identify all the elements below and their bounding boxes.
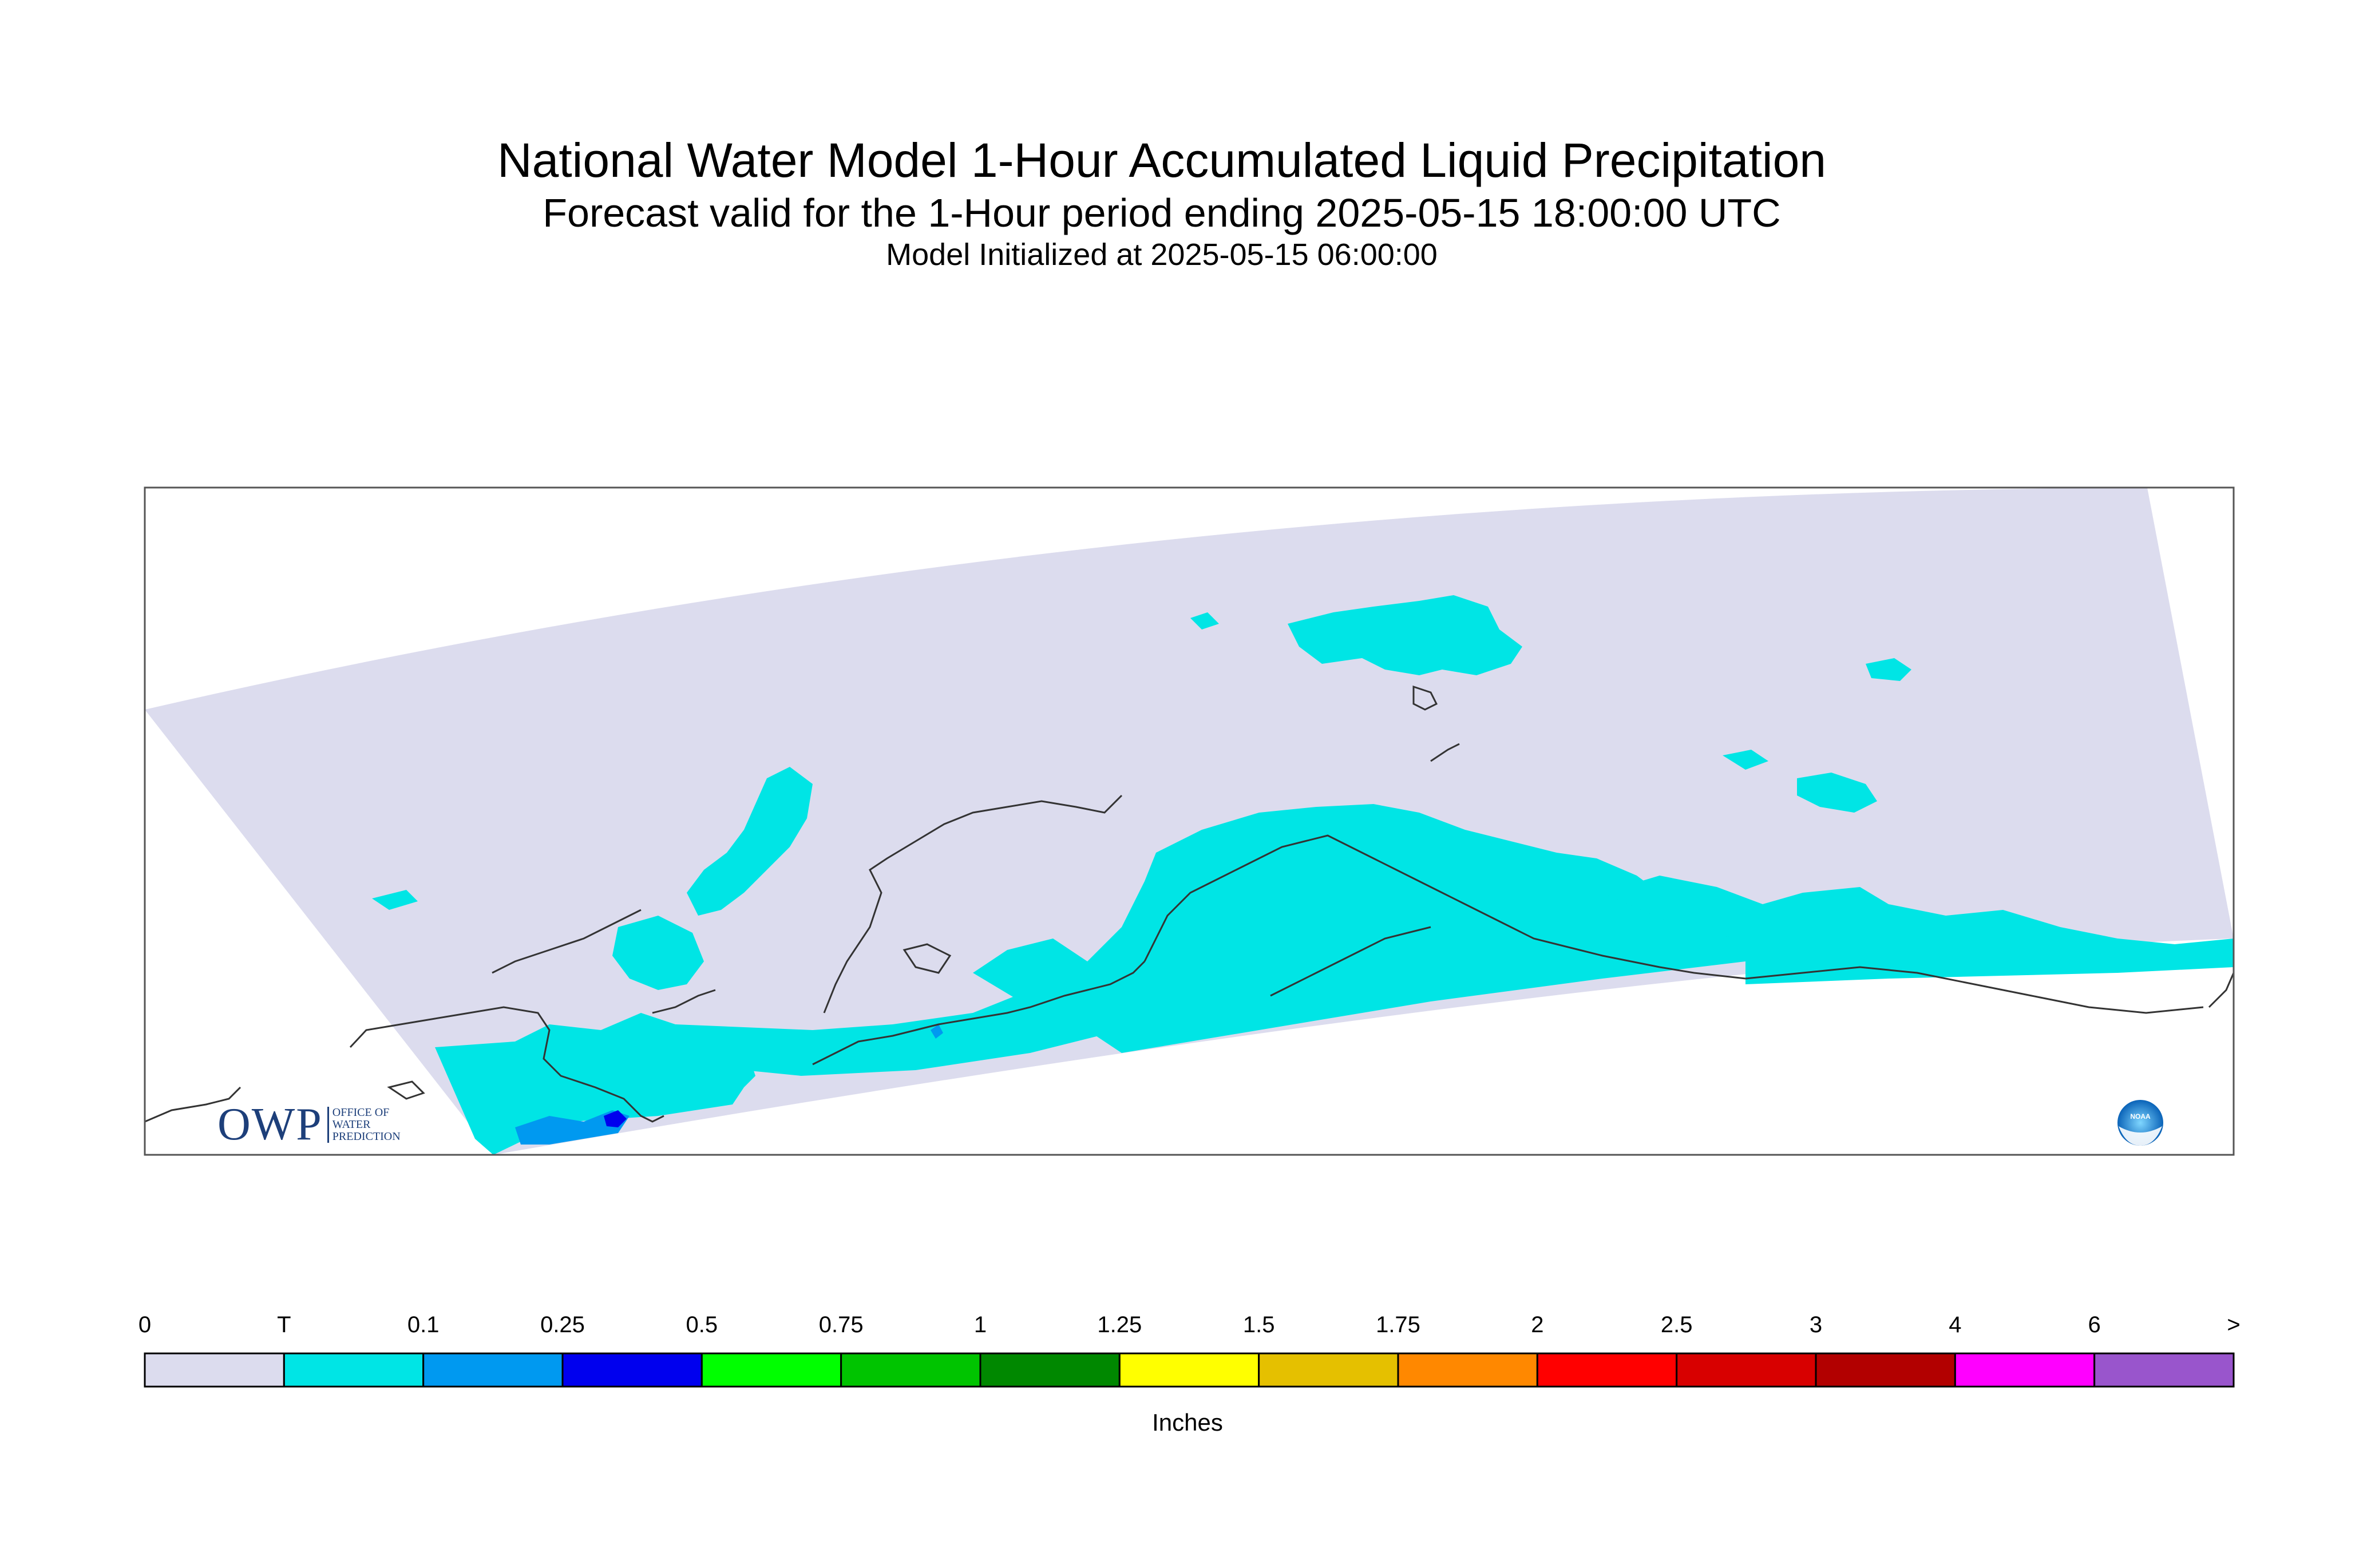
legend-tick-8: 1.5 bbox=[1242, 1312, 1275, 1337]
legend-swatch-7 bbox=[1118, 1352, 1260, 1388]
precip-area-light bbox=[515, 1110, 630, 1145]
owp-logo-line-1: Office of bbox=[332, 1106, 390, 1119]
legend-units-label: Inches bbox=[1152, 1409, 1223, 1436]
coastline-north-lake bbox=[1412, 685, 1438, 711]
owp-logo-line-2: Water bbox=[332, 1118, 371, 1131]
legend-swatch-1 bbox=[283, 1352, 425, 1388]
coastline-river-west bbox=[823, 794, 1123, 1013]
owp-logo-caption: Office of Water Prediction bbox=[327, 1106, 401, 1143]
legend-swatch-2 bbox=[422, 1352, 564, 1388]
map-area bbox=[145, 488, 2234, 1155]
precip-area-southwest bbox=[435, 1013, 755, 1155]
precip-area-west-central bbox=[612, 916, 704, 990]
legend-tick-4: 0.5 bbox=[686, 1312, 718, 1337]
precip-area-northwest bbox=[687, 767, 813, 916]
coastline-west-inlet bbox=[652, 989, 716, 1014]
forecast-valid-subtitle: Forecast valid for the 1-Hour period end… bbox=[543, 191, 1781, 235]
legend-swatch-8 bbox=[1258, 1352, 1399, 1388]
trace-precip-areas bbox=[372, 595, 2234, 1155]
legend-swatch-0 bbox=[144, 1352, 285, 1388]
legend-swatch-9 bbox=[1397, 1352, 1538, 1388]
precip-area-small-west bbox=[372, 890, 418, 910]
precip-area-heavy bbox=[604, 1110, 627, 1127]
precip-area-west-band bbox=[675, 961, 1145, 1076]
owp-logo: OWP Office of Water Prediction bbox=[217, 1099, 401, 1150]
coastline-south bbox=[812, 960, 1146, 1066]
precip-area-northeast bbox=[1797, 773, 1877, 813]
coastline-islands bbox=[1270, 926, 1431, 997]
coastlines bbox=[145, 685, 2234, 1123]
legend-tick-14: 6 bbox=[2088, 1312, 2101, 1337]
legend-tick-10: 2 bbox=[1531, 1312, 1544, 1337]
precip-area-far-northeast bbox=[1866, 658, 1911, 681]
legend-swatch-3 bbox=[561, 1352, 703, 1388]
legend-tick-7: 1.25 bbox=[1097, 1312, 1142, 1337]
coastline-main bbox=[349, 1006, 664, 1123]
noaa-logo: NOAA bbox=[2117, 1100, 2163, 1146]
coastline-southwest-bay bbox=[387, 1080, 425, 1100]
coastline-north-lake-2 bbox=[1430, 743, 1460, 762]
legend-swatch-12 bbox=[1815, 1352, 1956, 1388]
legend-color-bar bbox=[144, 1352, 2235, 1388]
legend-tick-9: 1.75 bbox=[1376, 1312, 1420, 1337]
legend-tick-6: 1 bbox=[973, 1312, 987, 1337]
legend-swatch-5 bbox=[840, 1352, 981, 1388]
precip-area-small-north bbox=[1190, 612, 1219, 629]
model-initialized-line: Model Initialized at 2025-05-15 06:00:00 bbox=[886, 237, 1438, 272]
precip-area-north-central bbox=[1288, 595, 1522, 675]
precip-area-east bbox=[1602, 876, 2234, 984]
legend-swatch-10 bbox=[1536, 1352, 1678, 1388]
legend-swatch-6 bbox=[979, 1352, 1121, 1388]
coastline-central bbox=[1143, 834, 1746, 980]
precip-area-light-small bbox=[931, 1024, 943, 1039]
coastline-lake-west bbox=[902, 943, 952, 974]
legend-swatch-14 bbox=[2093, 1352, 2235, 1388]
legend-tick-11: 2.5 bbox=[1660, 1312, 1693, 1337]
owp-logo-line-3: Prediction bbox=[332, 1130, 401, 1143]
coastline-northwest bbox=[492, 909, 642, 974]
coastline-east-edge bbox=[2208, 972, 2234, 1008]
coastline-east bbox=[1745, 966, 2204, 1014]
legend-swatch-11 bbox=[1676, 1352, 1817, 1388]
legend-tick-2: 0.1 bbox=[407, 1312, 440, 1337]
precip-area-small-east bbox=[1723, 750, 1768, 770]
legend-tick-1: T bbox=[277, 1312, 291, 1337]
legend-tick-13: 4 bbox=[1949, 1312, 1962, 1337]
legend-swatch-4 bbox=[700, 1352, 842, 1388]
legend-tick-3: 0.25 bbox=[540, 1312, 585, 1337]
map-frame bbox=[144, 486, 2235, 1156]
precip-area-central bbox=[973, 804, 1745, 1053]
owp-logo-letters: OWP bbox=[217, 1099, 323, 1150]
map-title: National Water Model 1-Hour Accumulated … bbox=[497, 133, 1827, 187]
legend-tick-15: > bbox=[2227, 1312, 2241, 1337]
noaa-logo-text: NOAA bbox=[2130, 1112, 2151, 1120]
legend-tick-12: 3 bbox=[1809, 1312, 1823, 1337]
legend-tick-5: 0.75 bbox=[818, 1312, 864, 1337]
legend-swatch-13 bbox=[1954, 1352, 2096, 1388]
coastline-southwest-islands bbox=[145, 1086, 242, 1123]
legend-tick-0: 0 bbox=[138, 1312, 152, 1337]
